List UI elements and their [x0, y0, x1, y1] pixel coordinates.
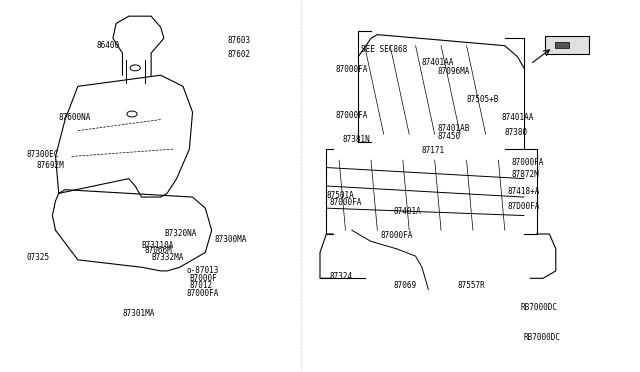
FancyBboxPatch shape	[545, 36, 589, 54]
Text: 87324: 87324	[330, 272, 353, 281]
Text: B7320NA: B7320NA	[164, 230, 196, 238]
Text: RB7000DC: RB7000DC	[524, 333, 561, 342]
Text: 87171: 87171	[422, 147, 445, 155]
FancyBboxPatch shape	[555, 42, 569, 48]
Text: B7332MA: B7332MA	[151, 253, 184, 263]
Text: 07325: 07325	[27, 253, 50, 263]
Text: RB7000DC: RB7000DC	[521, 303, 557, 312]
Text: 87300EC: 87300EC	[27, 150, 60, 159]
Text: 87692M: 87692M	[36, 161, 64, 170]
Text: 87066M: 87066M	[145, 246, 173, 255]
Text: 87401AA: 87401AA	[422, 58, 454, 67]
Text: SEE SEC868: SEE SEC868	[362, 45, 408, 54]
Text: 87096MA: 87096MA	[438, 67, 470, 76]
Text: 87381N: 87381N	[342, 135, 370, 144]
Text: 87000FA: 87000FA	[330, 198, 362, 207]
Text: 87418+A: 87418+A	[508, 187, 540, 196]
Text: 87401A: 87401A	[394, 207, 421, 217]
Text: 87069: 87069	[394, 281, 417, 290]
Text: o-87013: o-87013	[186, 266, 218, 275]
Text: 87D00FA: 87D00FA	[508, 202, 540, 211]
Text: 87505+B: 87505+B	[467, 95, 499, 104]
Text: 87000FA: 87000FA	[336, 65, 368, 74]
Text: B73110A: B73110A	[141, 241, 174, 250]
Text: 87603: 87603	[228, 36, 251, 45]
Text: 87450: 87450	[438, 132, 461, 141]
Text: 87012: 87012	[189, 281, 212, 290]
Text: 87301MA: 87301MA	[122, 309, 155, 318]
Text: 87000FA: 87000FA	[511, 157, 543, 167]
Text: 87401AB: 87401AB	[438, 124, 470, 133]
Text: 86400: 86400	[96, 41, 119, 50]
Text: 87872M: 87872M	[511, 170, 539, 179]
Text: 87557R: 87557R	[457, 281, 484, 290]
Text: 87501A: 87501A	[326, 191, 354, 200]
Text: 87000FA: 87000FA	[186, 289, 218, 298]
Text: 87380: 87380	[505, 128, 528, 137]
Text: 87600NA: 87600NA	[59, 113, 91, 122]
Text: 87000FA: 87000FA	[381, 231, 413, 240]
Text: 87300MA: 87300MA	[215, 235, 247, 244]
Text: 87401AA: 87401AA	[502, 113, 534, 122]
Text: 87000FA: 87000FA	[336, 111, 368, 121]
Text: 87602: 87602	[228, 51, 251, 60]
Text: B7000F: B7000F	[189, 274, 217, 283]
